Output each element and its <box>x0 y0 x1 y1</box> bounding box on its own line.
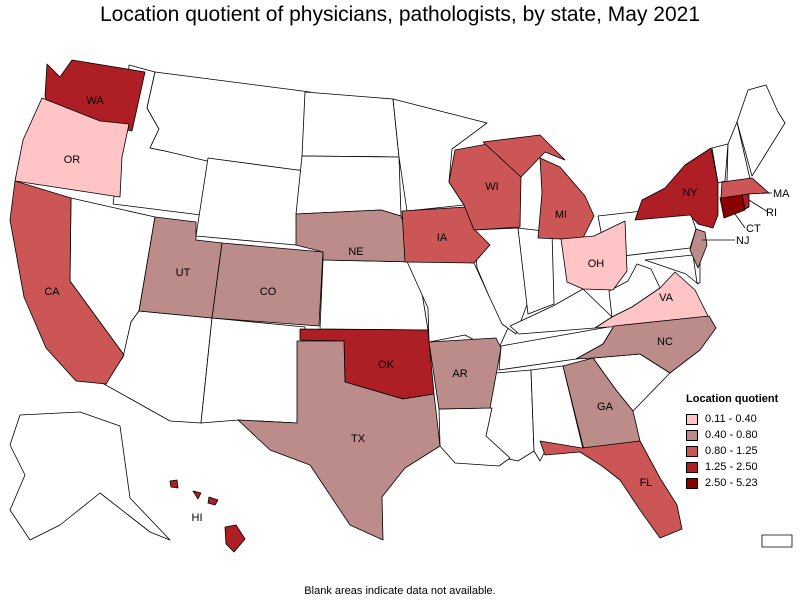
legend: Location quotient 0.11 - 0.40 0.40 - 0.8… <box>686 393 798 491</box>
label-or: OR <box>64 154 81 166</box>
state-louisiana[interactable] <box>438 407 511 467</box>
state-virginia[interactable] <box>594 271 711 329</box>
label-ma: MA <box>773 188 790 200</box>
state-south-dakota[interactable] <box>295 155 402 217</box>
state-wyoming[interactable] <box>195 157 306 246</box>
legend-label: 0.40 - 0.80 <box>705 429 758 441</box>
label-ia: IA <box>437 232 448 244</box>
data-states <box>9 59 770 553</box>
state-maryland[interactable] <box>644 254 699 285</box>
label-ar: AR <box>452 368 467 380</box>
legend-item: 0.11 - 0.40 <box>686 411 798 427</box>
label-ok: OK <box>378 359 395 371</box>
label-fl: FL <box>640 477 653 489</box>
state-california[interactable] <box>9 180 125 385</box>
legend-title: Location quotient <box>686 393 779 405</box>
state-new-mexico[interactable] <box>200 317 306 424</box>
label-nj: NJ <box>736 235 749 247</box>
label-mi: MI <box>555 209 567 221</box>
legend-item: 2.50 - 5.23 <box>686 475 798 491</box>
state-massachusetts[interactable] <box>720 177 770 199</box>
state-florida[interactable] <box>539 440 683 539</box>
state-new-jersey[interactable] <box>689 228 708 269</box>
state-colorado[interactable] <box>211 242 324 327</box>
state-labels: WA OR CA UT CO NE OK TX IA AR WI MI OH V… <box>44 95 790 524</box>
label-va: VA <box>659 292 674 304</box>
legend-item: 1.25 - 2.50 <box>686 459 798 475</box>
state-texas[interactable] <box>237 340 441 541</box>
label-ne: NE <box>348 246 363 258</box>
label-ut: UT <box>176 267 191 279</box>
state-puerto-rico[interactable] <box>761 534 793 548</box>
state-oregon[interactable] <box>14 97 130 198</box>
label-ny: NY <box>682 187 698 199</box>
legend-swatch <box>686 477 698 489</box>
no-data-states <box>9 64 793 548</box>
state-maine[interactable] <box>736 84 786 177</box>
label-ri: RI <box>766 207 777 219</box>
map-title: Location quotient of physicians, patholo… <box>99 3 701 26</box>
state-hawaii[interactable] <box>169 479 246 553</box>
state-alaska[interactable] <box>9 411 171 541</box>
legend-swatch <box>686 429 698 441</box>
label-nc: NC <box>657 336 673 348</box>
state-michigan[interactable] <box>482 134 595 241</box>
state-ohio[interactable] <box>560 220 628 291</box>
legend-label: 0.80 - 1.25 <box>705 445 758 457</box>
label-oh: OH <box>588 258 605 270</box>
state-north-carolina[interactable] <box>575 315 717 374</box>
legend-label: 2.50 - 5.23 <box>705 477 758 489</box>
legend-swatch <box>686 413 698 425</box>
callout-lines <box>702 192 772 241</box>
label-wa: WA <box>86 95 104 107</box>
legend-swatch <box>686 445 698 457</box>
state-new-york[interactable] <box>634 147 719 229</box>
legend-label: 1.25 - 2.50 <box>705 461 758 473</box>
legend-item: 0.80 - 1.25 <box>686 443 798 459</box>
label-ga: GA <box>597 401 614 413</box>
state-arkansas[interactable] <box>428 337 502 410</box>
label-wi: WI <box>485 181 498 193</box>
footnote: Blank areas indicate data not available. <box>304 585 496 597</box>
legend-label: 0.11 - 0.40 <box>705 413 757 425</box>
label-tx: TX <box>351 433 366 445</box>
label-hi: HI <box>192 512 203 524</box>
label-ca: CA <box>44 286 60 298</box>
label-co: CO <box>260 286 277 298</box>
legend-swatch <box>686 461 698 473</box>
state-north-dakota[interactable] <box>301 91 400 158</box>
legend-item: 0.40 - 0.80 <box>686 427 798 443</box>
label-ct: CT <box>746 223 761 235</box>
